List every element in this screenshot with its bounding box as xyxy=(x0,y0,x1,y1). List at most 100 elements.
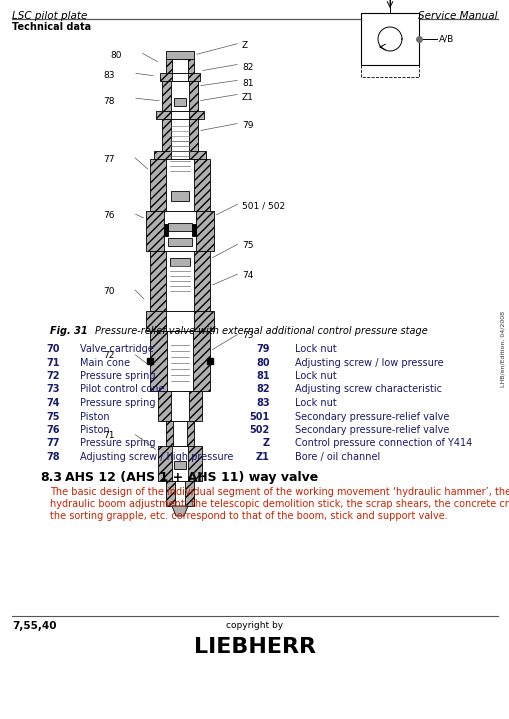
Bar xyxy=(174,461,186,469)
Text: 73: 73 xyxy=(242,331,253,341)
Bar xyxy=(174,98,186,106)
Text: Z: Z xyxy=(242,42,248,50)
Bar xyxy=(171,119,189,151)
Text: 75: 75 xyxy=(242,242,253,250)
Text: Bore / oil channel: Bore / oil channel xyxy=(294,452,380,462)
Text: 72: 72 xyxy=(103,352,115,360)
Text: Pressure spring: Pressure spring xyxy=(80,371,155,381)
Text: 502: 502 xyxy=(249,425,269,435)
Text: Piston: Piston xyxy=(80,425,109,435)
Text: Lock nut: Lock nut xyxy=(294,371,336,381)
Text: 79: 79 xyxy=(242,122,253,131)
Bar xyxy=(360,13,418,65)
Text: A/B: A/B xyxy=(438,35,454,44)
Text: 75: 75 xyxy=(46,411,60,421)
Text: 78: 78 xyxy=(46,452,60,462)
Bar xyxy=(175,481,185,506)
Bar xyxy=(160,73,200,81)
Bar xyxy=(158,391,202,421)
Text: 79: 79 xyxy=(256,344,269,354)
Text: Control pressure connection of Y414: Control pressure connection of Y414 xyxy=(294,439,471,449)
Text: 82: 82 xyxy=(242,63,253,71)
Text: Main cone: Main cone xyxy=(80,357,130,367)
Text: 76: 76 xyxy=(103,211,115,221)
Text: 7,55,40: 7,55,40 xyxy=(12,621,56,631)
Bar xyxy=(172,446,188,481)
Bar xyxy=(165,51,193,59)
Text: 501: 501 xyxy=(249,411,269,421)
Text: LHB/en/Edition, 04/2008: LHB/en/Edition, 04/2008 xyxy=(499,311,504,387)
Text: copyright by: copyright by xyxy=(226,621,283,630)
Text: Lock nut: Lock nut xyxy=(294,398,336,408)
Text: Service Manual: Service Manual xyxy=(418,11,497,21)
Text: AHS 12 (AHS 1 + AHS 11) way valve: AHS 12 (AHS 1 + AHS 11) way valve xyxy=(65,471,318,484)
Bar xyxy=(191,224,195,236)
Bar xyxy=(167,238,191,246)
Bar xyxy=(172,73,188,81)
Text: Technical data: Technical data xyxy=(12,22,91,32)
Bar xyxy=(171,81,189,111)
Bar xyxy=(169,258,190,266)
Text: 77: 77 xyxy=(46,439,60,449)
Text: Pressure spring: Pressure spring xyxy=(80,439,155,449)
Text: 70: 70 xyxy=(46,344,60,354)
Bar xyxy=(164,224,167,236)
Text: Pressure-relief valve with external additional control pressure stage: Pressure-relief valve with external addi… xyxy=(95,326,427,336)
Text: 8.3: 8.3 xyxy=(40,471,62,484)
Bar xyxy=(166,331,192,391)
Text: Secondary pressure-relief valve: Secondary pressure-relief valve xyxy=(294,411,448,421)
Bar xyxy=(165,59,172,73)
Text: 74: 74 xyxy=(46,398,60,408)
Bar xyxy=(164,211,195,251)
Bar xyxy=(172,59,188,73)
Text: Adjusting screw / low pressure: Adjusting screw / low pressure xyxy=(294,357,443,367)
Bar xyxy=(150,251,210,311)
Bar xyxy=(171,391,189,421)
Text: Pilot control cone: Pilot control cone xyxy=(80,385,164,395)
Bar xyxy=(171,111,189,119)
Bar xyxy=(165,481,193,506)
Text: Pressure spring: Pressure spring xyxy=(80,398,155,408)
Bar xyxy=(171,191,189,201)
Bar xyxy=(158,446,202,481)
Bar xyxy=(150,159,210,211)
Bar xyxy=(167,223,191,231)
Text: The basic design of the individual segment of the working movement ‘hydraulic ha: The basic design of the individual segme… xyxy=(50,487,509,497)
Text: Secondary pressure-relief valve: Secondary pressure-relief valve xyxy=(294,425,448,435)
Text: Z: Z xyxy=(262,439,269,449)
Bar xyxy=(165,251,193,311)
Bar xyxy=(162,81,197,111)
Bar xyxy=(154,151,206,159)
Text: 71: 71 xyxy=(103,431,115,441)
Text: 78: 78 xyxy=(103,96,115,106)
Text: Piston: Piston xyxy=(80,411,109,421)
Bar xyxy=(188,59,193,73)
Bar xyxy=(150,331,210,391)
Text: 74: 74 xyxy=(242,272,253,280)
Text: LSC pilot plate: LSC pilot plate xyxy=(12,11,87,21)
Text: Lock nut: Lock nut xyxy=(294,344,336,354)
Text: 77: 77 xyxy=(103,155,115,163)
Bar xyxy=(165,311,193,331)
Text: Fig. 31: Fig. 31 xyxy=(50,326,88,336)
Text: 81: 81 xyxy=(256,371,269,381)
Bar xyxy=(156,111,204,119)
Text: Adjusting screw / high pressure: Adjusting screw / high pressure xyxy=(80,452,233,462)
Text: 81: 81 xyxy=(242,78,253,88)
Bar xyxy=(171,151,189,159)
Text: 80: 80 xyxy=(110,50,122,60)
Text: the sorting grapple, etc. correspond to that of the boom, stick and support valv: the sorting grapple, etc. correspond to … xyxy=(50,511,447,521)
Bar xyxy=(146,311,214,331)
Text: Adjusting screw characteristic: Adjusting screw characteristic xyxy=(294,385,441,395)
Text: 76: 76 xyxy=(46,425,60,435)
Text: 501 / 502: 501 / 502 xyxy=(242,201,285,211)
Bar xyxy=(146,211,214,251)
Bar xyxy=(165,421,193,446)
Bar xyxy=(165,159,193,211)
Text: 82: 82 xyxy=(256,385,269,395)
Text: 71: 71 xyxy=(46,357,60,367)
Text: LIEBHERR: LIEBHERR xyxy=(193,637,316,657)
Text: 72: 72 xyxy=(46,371,60,381)
Text: hydraulic boom adjustment, the telescopic demolition stick, the scrap shears, th: hydraulic boom adjustment, the telescopi… xyxy=(50,499,509,509)
Text: 80: 80 xyxy=(256,357,269,367)
